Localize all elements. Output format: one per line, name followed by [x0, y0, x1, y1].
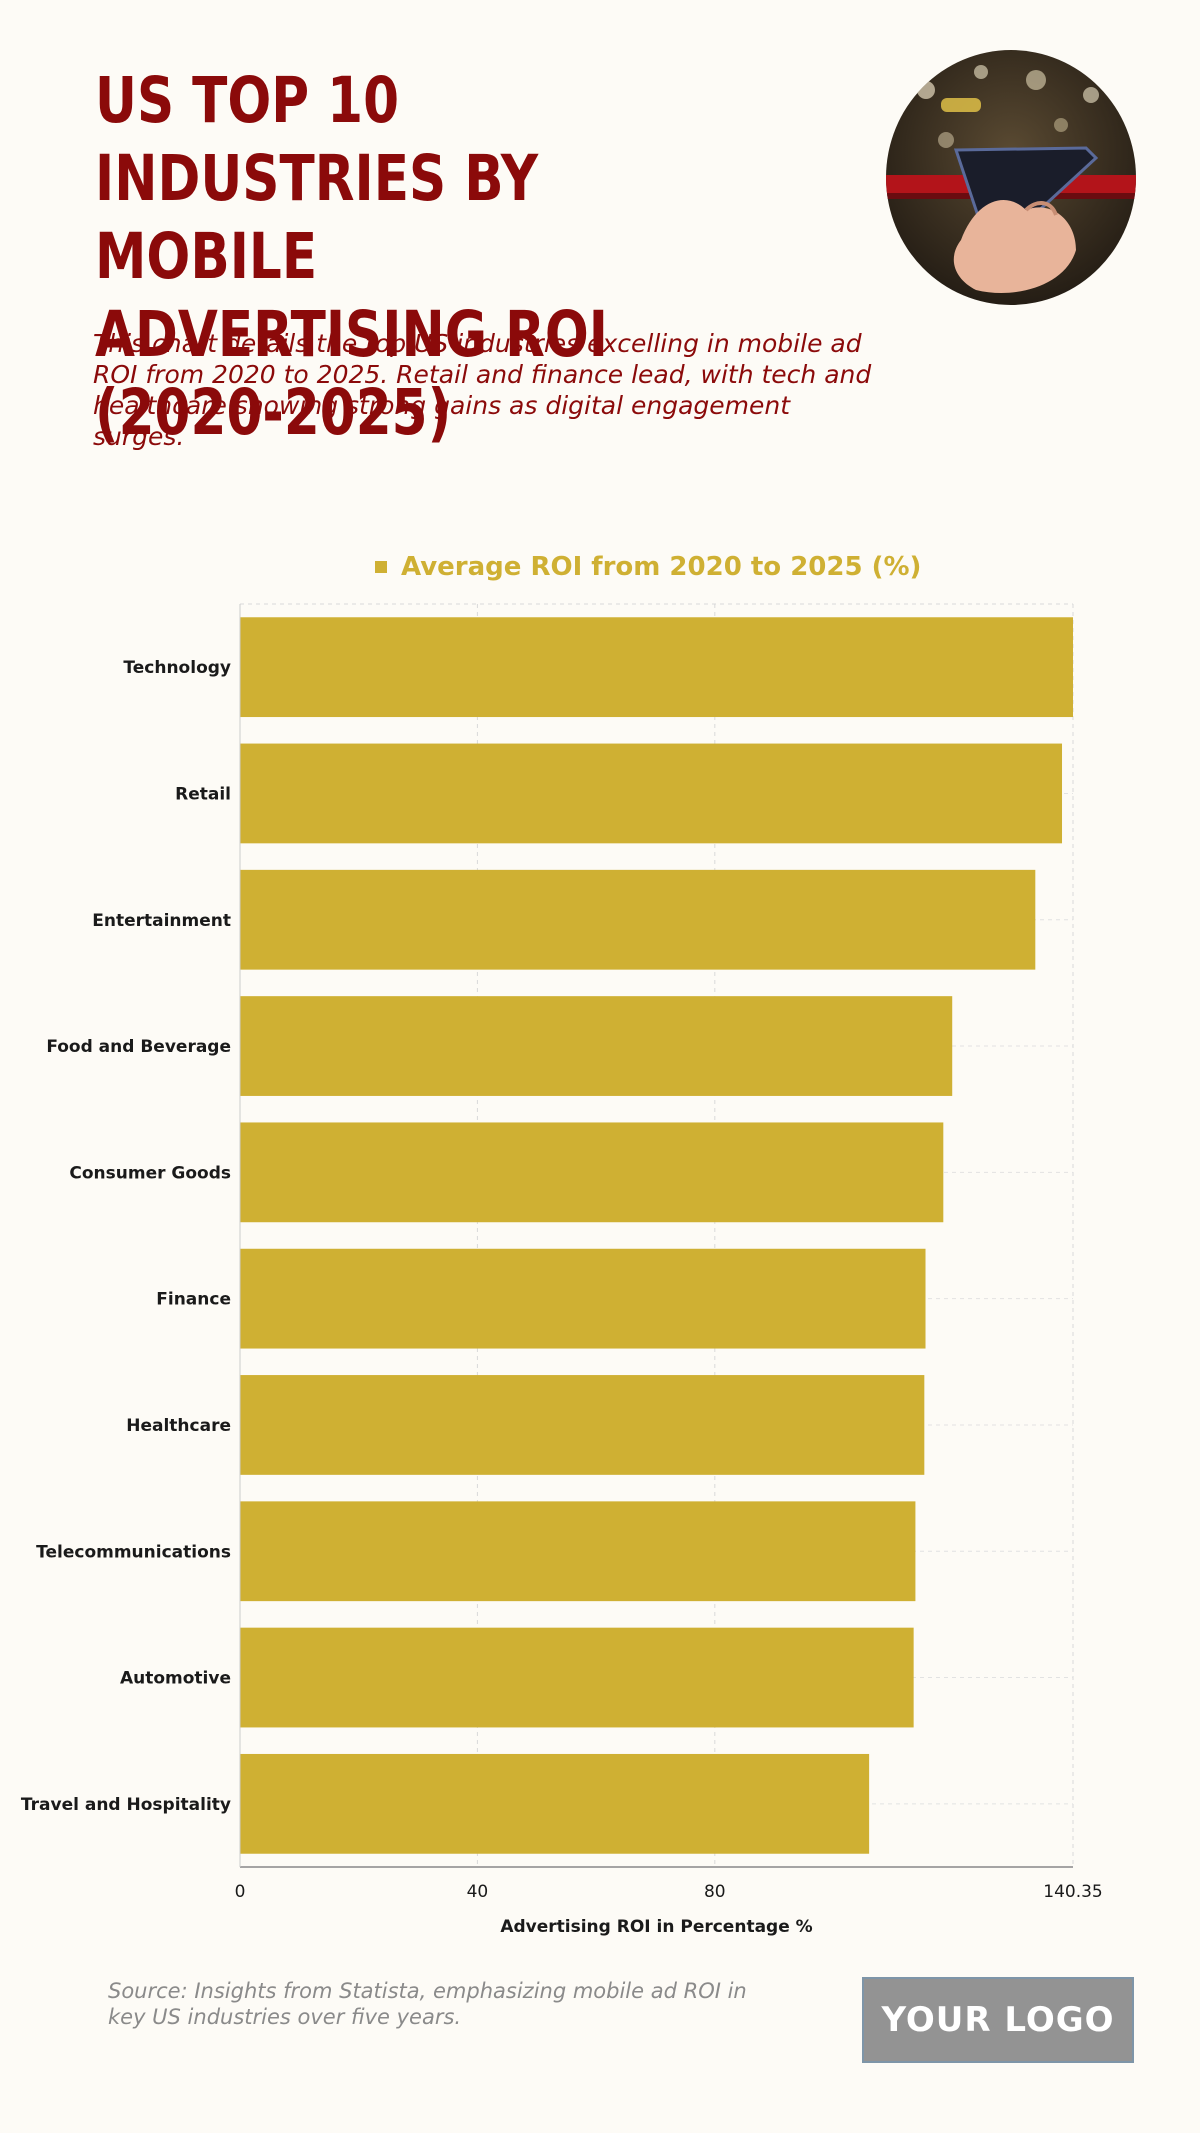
bar-chart: Technology Retail Entertainment Food and Be… — [21, 603, 1103, 1902]
bar — [240, 743, 1063, 844]
page-title: US TOP 10 INDUSTRIES BY MOBILE ADVERTISI… — [95, 64, 609, 449]
category-label: Automotive — [120, 1669, 231, 1689]
bar — [240, 1122, 944, 1223]
page-subtitle: This chart details the top US industries… — [93, 329, 872, 451]
logo-placeholder: YOUR LOGO — [862, 1977, 1134, 2063]
bar — [240, 996, 953, 1096]
category-label: Finance — [156, 1290, 231, 1310]
category-label: Retail — [175, 784, 231, 804]
bar — [240, 1627, 914, 1728]
legend-label: Average ROI from 2020 to 2025 (%) — [401, 552, 922, 582]
bar — [240, 1375, 925, 1475]
category-label: Telecommunications — [36, 1542, 231, 1562]
source-note: Source: Insights from Statista, emphasiz… — [108, 1979, 747, 2029]
category-label: Consumer Goods — [69, 1163, 231, 1183]
legend-swatch — [375, 561, 387, 573]
category-label: Technology — [123, 658, 231, 678]
bar — [240, 869, 1036, 970]
category-label: Food and Beverage — [46, 1037, 231, 1057]
x-tick-label: 40 — [467, 1882, 489, 1902]
category-label: Travel and Hospitality — [21, 1795, 231, 1815]
x-tick-label: 140.35 — [1043, 1882, 1102, 1902]
bar — [240, 617, 1073, 718]
phone-photo — [886, 50, 1136, 305]
bar — [240, 1753, 870, 1854]
chart-legend: Average ROI from 2020 to 2025 (%) — [375, 552, 921, 582]
bar — [240, 1501, 916, 1602]
bar — [240, 1248, 926, 1349]
category-label: Entertainment — [92, 911, 231, 931]
x-axis-title: Advertising ROI in Percentage % — [500, 1917, 813, 1937]
x-tick-label: 0 — [235, 1882, 246, 1902]
category-label: Healthcare — [126, 1416, 231, 1436]
x-tick-label: 80 — [704, 1882, 726, 1902]
